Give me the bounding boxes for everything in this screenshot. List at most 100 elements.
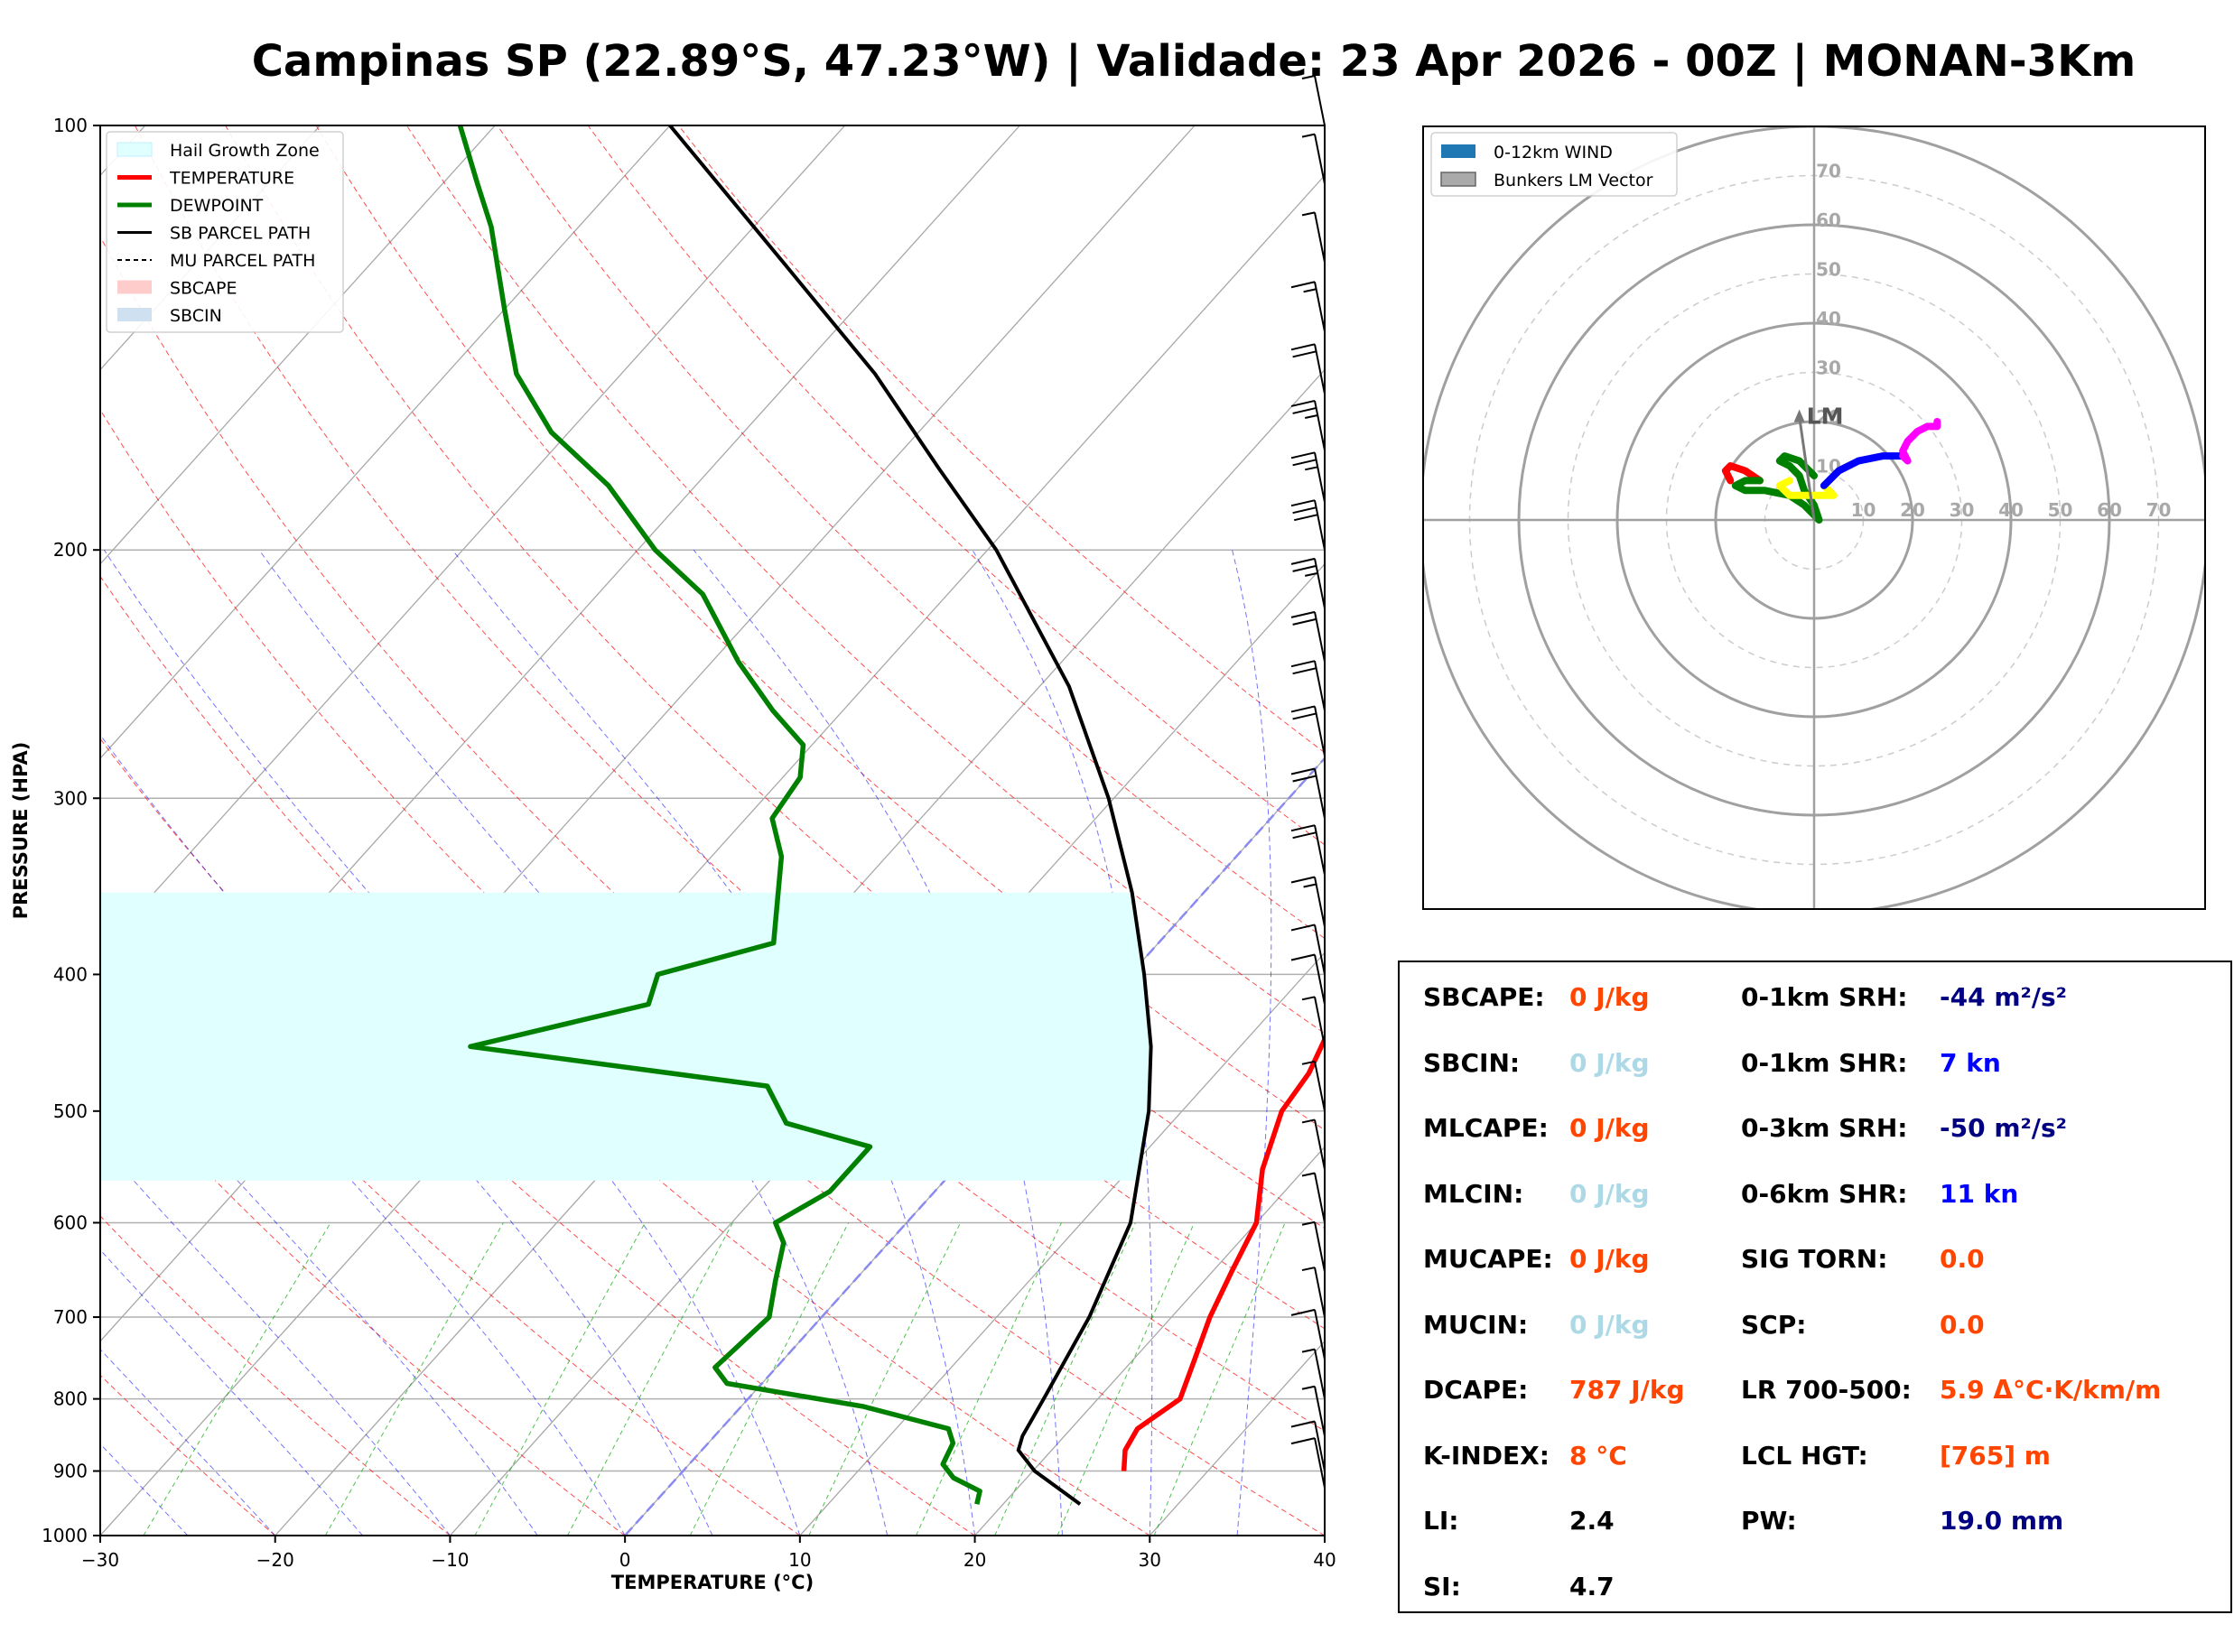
index-value: -50 m²/s² xyxy=(1940,1113,2067,1143)
mixing-ratio-line xyxy=(567,1222,733,1536)
wind-barb xyxy=(1290,399,1326,451)
indices-panel: SBCAPE: 0 J/kg SBCIN: 0 J/kg MLCAPE: 0 J/kg ML… xyxy=(1398,961,2232,1613)
moist-adiabat xyxy=(100,890,626,1536)
y-tick-label: 800 xyxy=(53,1388,88,1410)
skewt-legend-label: SBCAPE xyxy=(170,279,237,299)
wind-barb xyxy=(1290,610,1326,663)
wind-barb-staff xyxy=(1314,877,1326,927)
index-label: SCP: xyxy=(1741,1309,1807,1340)
y-tick-label: 500 xyxy=(53,1100,88,1122)
dry-adiabat xyxy=(100,409,1325,1536)
wind-barb-half-flag xyxy=(1301,1348,1316,1353)
wind-barb-flag xyxy=(1290,343,1316,351)
moist-adiabat xyxy=(100,1142,451,1536)
index-label: MUCIN: xyxy=(1423,1309,1529,1340)
index-value: [765] m xyxy=(1940,1440,2051,1471)
hodograph-legend-box xyxy=(1430,132,1678,197)
isotherm-line xyxy=(100,125,846,954)
index-value: 7 kn xyxy=(1940,1047,2001,1078)
hail-growth-zone-fill xyxy=(100,892,1151,1181)
dry-adiabat xyxy=(315,125,1325,1131)
isotherm-line xyxy=(974,1146,1325,1536)
wind-barb xyxy=(1301,1348,1326,1399)
hodograph-ring-label-u: 70 xyxy=(2146,499,2172,521)
isotherm-line xyxy=(449,562,1325,1536)
mixing-ratio-line xyxy=(1056,1222,1196,1536)
bunkers-lm-vector xyxy=(1798,416,1816,521)
skewt-frame xyxy=(99,125,1326,1536)
dry-adiabat xyxy=(100,1215,451,1536)
wind-barb-half-flag xyxy=(1301,1267,1316,1272)
wind-barb-staff xyxy=(1314,768,1326,819)
index-label: DCAPE: xyxy=(1423,1375,1529,1405)
isotherm-line xyxy=(275,368,1325,1536)
hodograph-ring-label-v: 50 xyxy=(1816,259,1841,281)
wind-barb-staff xyxy=(1314,558,1326,609)
wind-barb-staff xyxy=(1314,924,1326,975)
y-tick-label: 300 xyxy=(53,787,88,809)
mixing-ratio-line xyxy=(143,1222,331,1536)
index-value: 11 kn xyxy=(1940,1178,2019,1209)
index-value: 787 J/kg xyxy=(1569,1375,1685,1405)
wind-barb-flag xyxy=(1292,506,1317,515)
hodograph-ring-label-v: 30 xyxy=(1816,357,1841,379)
index-label: SBCIN: xyxy=(1423,1047,1521,1078)
x-tick-label: −20 xyxy=(256,1549,294,1571)
index-value: 0 J/kg xyxy=(1569,1047,1650,1078)
wind-barb-flag xyxy=(1292,667,1317,675)
wind-barb xyxy=(1290,1420,1326,1471)
wind-barb-staff xyxy=(1314,706,1326,756)
sb-parcel-path-line xyxy=(668,125,1153,1506)
wind-barb-flag xyxy=(1290,499,1316,507)
isotherm-line xyxy=(100,174,1325,1536)
index-label: 0-6km SHR: xyxy=(1741,1178,1908,1209)
wind-barb xyxy=(1290,876,1326,927)
skewt-legend-swatch xyxy=(117,308,152,321)
dry-adiabat xyxy=(225,125,1325,1230)
index-label: K-INDEX: xyxy=(1423,1440,1550,1471)
skewt-plot xyxy=(100,125,1325,1536)
index-label: LR 700-500: xyxy=(1741,1375,1912,1405)
wind-barb-half-flag xyxy=(1301,1118,1316,1124)
wind-barb xyxy=(1301,1172,1326,1223)
mixing-ratio-line xyxy=(689,1222,850,1536)
wind-barb-flag xyxy=(1290,610,1316,618)
index-value: 8 °C xyxy=(1569,1440,1627,1471)
hodograph-frame xyxy=(1422,125,2206,910)
wind-barb-flag xyxy=(1290,767,1316,775)
wind-barb-half-flag xyxy=(1301,1220,1316,1226)
wind-barb-flag xyxy=(1290,876,1316,884)
wind-barb-half-flag xyxy=(1301,75,1316,79)
x-tick-label: 40 xyxy=(1313,1549,1336,1571)
index-label: MLCIN: xyxy=(1423,1178,1524,1209)
x-tick-label: 30 xyxy=(1139,1549,1161,1571)
wind-barb xyxy=(1301,1267,1326,1318)
isotherm-line xyxy=(100,125,1020,1148)
index-label: 0-3km SRH: xyxy=(1741,1113,1908,1143)
index-label: 0-1km SRH: xyxy=(1741,982,1908,1012)
wind-barb-flag xyxy=(1290,705,1316,713)
wind-barb-staff xyxy=(1314,400,1326,451)
wind-barb-half-flag xyxy=(1301,1172,1316,1177)
hodograph-ring-label-v: 70 xyxy=(1816,161,1841,182)
dry-adiabat xyxy=(100,1056,626,1536)
wind-barb-flag xyxy=(1290,1308,1316,1316)
hodograph-segment xyxy=(1731,452,1823,524)
y-axis-label: PRESSURE (HPA) xyxy=(10,742,32,920)
hodograph-legend-swatch xyxy=(1440,172,1476,187)
wind-barb-staff xyxy=(1314,997,1326,1047)
wind-barb xyxy=(1290,281,1326,332)
wind-barb-flag xyxy=(1290,1437,1316,1445)
x-tick-label: −30 xyxy=(81,1549,119,1571)
wind-barb xyxy=(1301,1385,1326,1436)
y-tick-label: 700 xyxy=(53,1306,88,1328)
index-label: SBCAPE: xyxy=(1423,982,1545,1012)
moist-adiabat xyxy=(100,1024,538,1536)
page-title: Campinas SP (22.89°S, 47.23°W) | Validad… xyxy=(251,36,2136,87)
isotherm-line xyxy=(100,125,321,371)
isotherm-line xyxy=(799,951,1325,1536)
mixing-ratio-line xyxy=(994,1222,1136,1536)
temperature-line xyxy=(1121,1033,1325,1471)
